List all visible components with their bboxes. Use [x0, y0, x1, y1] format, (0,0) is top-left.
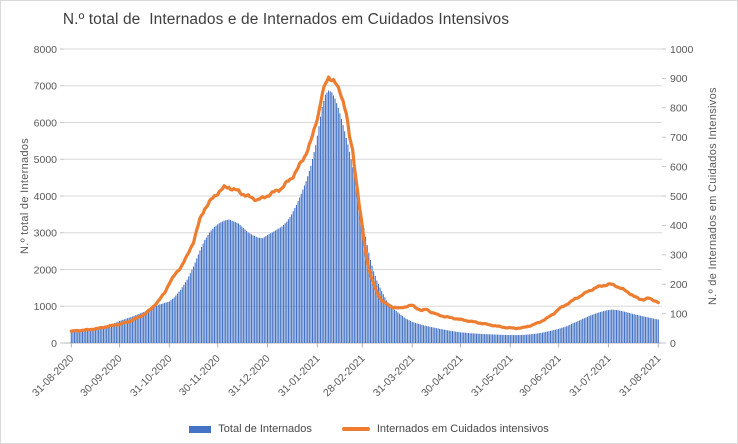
svg-text:3000: 3000	[34, 228, 58, 240]
chart-title: N.º total de Internados e de Internados …	[62, 11, 510, 28]
svg-text:31-05-2021: 31-05-2021	[469, 353, 516, 400]
svg-text:700: 700	[670, 132, 688, 144]
svg-text:31-10-2020: 31-10-2020	[128, 353, 175, 400]
svg-text:4000: 4000	[34, 191, 58, 203]
svg-text:30-04-2021: 30-04-2021	[419, 353, 466, 400]
svg-text:31-08-2020: 31-08-2020	[30, 353, 77, 400]
svg-text:100: 100	[670, 308, 688, 320]
svg-text:30-06-2021: 30-06-2021	[517, 353, 564, 400]
svg-text:8000: 8000	[34, 44, 58, 56]
svg-text:1000: 1000	[670, 44, 694, 56]
svg-text:0: 0	[51, 338, 57, 350]
svg-text:30-09-2020: 30-09-2020	[78, 353, 125, 400]
svg-text:2000: 2000	[34, 264, 58, 276]
legend-item-icu: Internados em Cuidados intensivos	[341, 423, 549, 435]
svg-text:5000: 5000	[34, 154, 58, 166]
svg-text:31-03-2021: 31-03-2021	[371, 353, 418, 400]
svg-text:600: 600	[670, 161, 688, 173]
svg-text:6000: 6000	[34, 117, 58, 129]
legend-label-icu: Internados em Cuidados intensivos	[376, 423, 549, 435]
svg-text:31-12-2020: 31-12-2020	[226, 353, 273, 400]
svg-text:31-08-2021: 31-08-2021	[617, 353, 664, 400]
svg-text:0: 0	[670, 338, 676, 350]
svg-text:900: 900	[670, 73, 688, 85]
legend-item-total: Total de Internados	[189, 423, 312, 435]
legend-label-total: Total de Internados	[218, 423, 312, 435]
svg-text:1000: 1000	[34, 301, 58, 313]
svg-text:31-07-2021: 31-07-2021	[567, 353, 614, 400]
bar-series-swatch	[189, 425, 212, 433]
svg-text:28-02-2021: 28-02-2021	[321, 353, 368, 400]
legend: Total de Internados Internados em Cuidad…	[1, 423, 737, 435]
svg-text:200: 200	[670, 279, 688, 291]
svg-text:500: 500	[670, 191, 688, 203]
svg-text:300: 300	[670, 250, 688, 262]
svg-text:7000: 7000	[34, 81, 58, 93]
svg-text:31-01-2021: 31-01-2021	[276, 353, 323, 400]
svg-text:400: 400	[670, 220, 688, 232]
line-series-swatch	[341, 427, 370, 431]
svg-text:30-11-2020: 30-11-2020	[177, 353, 223, 399]
svg-text:800: 800	[670, 103, 688, 115]
